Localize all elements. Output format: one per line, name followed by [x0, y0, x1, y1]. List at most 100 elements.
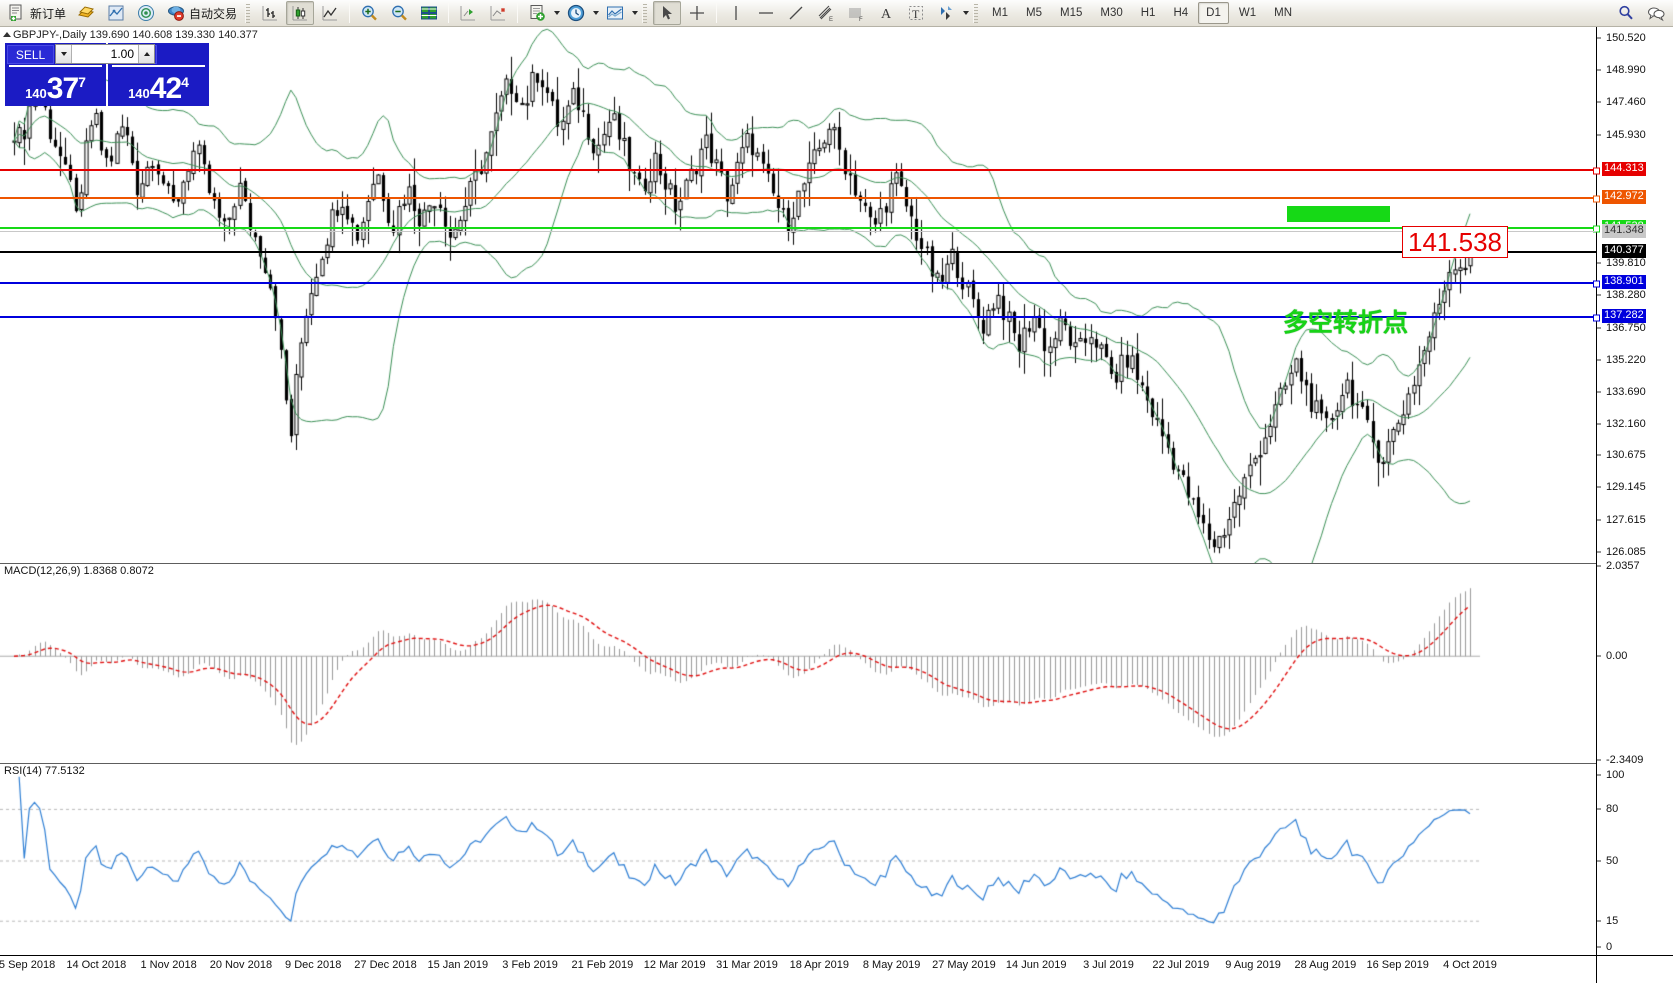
toolbar-grip[interactable] — [245, 3, 251, 23]
volume-value[interactable]: 1.00 — [110, 47, 134, 61]
collapse-triangle-icon[interactable] — [3, 32, 11, 37]
navigator-button[interactable] — [132, 1, 160, 25]
new-chart-button[interactable] — [523, 1, 551, 25]
autotrading-label: 自动交易 — [189, 6, 238, 21]
chart-shift-button[interactable] — [454, 1, 482, 25]
price-tick-mark — [1597, 519, 1601, 521]
time-tick-label: 28 Aug 2019 — [1294, 959, 1357, 971]
time-tick-label: 27 Dec 2018 — [354, 959, 417, 971]
timeframe-d1-button[interactable]: D1 — [1198, 2, 1229, 24]
price-tick-mark — [1597, 359, 1601, 361]
macd-pane[interactable]: MACD(12,26,9) 1.8368 0.8072 — [0, 563, 1596, 763]
rsi-pane[interactable]: RSI(14) 77.5132 — [0, 763, 1596, 955]
sell-price-big: 140 — [25, 86, 47, 101]
bar-chart-button[interactable] — [256, 1, 284, 25]
timeframe-mn-button[interactable]: MN — [1274, 7, 1292, 19]
price-tick-label: 129.145 — [1606, 481, 1646, 494]
time-scale[interactable]: 25 Sep 2018 14 Oct 2018 1 Nov 2018 20 Nov 2… — [0, 955, 1596, 983]
text-label-button[interactable]: T — [902, 1, 930, 25]
search-button[interactable] — [1612, 1, 1640, 25]
price-scale[interactable]: 150.520 148.990 147.460 145.930 139.810 138.2… — [1596, 27, 1673, 956]
level-line-144.313[interactable] — [0, 167, 1600, 175]
vertical-line-button[interactable] — [722, 1, 750, 25]
autotrading-button[interactable]: 自动交易 — [162, 1, 241, 25]
auto-scroll-button[interactable] — [484, 1, 512, 25]
period-button[interactable] — [562, 1, 590, 25]
horizontal-line-button[interactable] — [752, 1, 780, 25]
gold-bars-icon — [78, 6, 95, 18]
zoom-in-icon — [362, 5, 377, 21]
level-handle[interactable] — [1593, 167, 1600, 175]
timeframe-h1-button[interactable]: H1 — [1140, 7, 1156, 19]
sell-button[interactable]: SELL — [7, 45, 54, 64]
timeframe-h4-button[interactable]: H4 — [1173, 7, 1189, 19]
price-tick-mark — [1597, 69, 1601, 71]
toolbar-grip-2[interactable] — [642, 3, 648, 23]
new-chart-dropdown[interactable] — [552, 3, 561, 23]
equidistant-channel-button[interactable]: E — [812, 1, 840, 25]
rsi-label: RSI(14) 77.5132 — [4, 765, 85, 777]
market-watch-button[interactable] — [72, 1, 100, 25]
timeframe-m5-button[interactable]: M5 — [1026, 7, 1042, 19]
timeframe-m15-button[interactable]: M15 — [1060, 7, 1083, 19]
level-line-141.538[interactable] — [0, 225, 1600, 233]
level-handle[interactable] — [1593, 225, 1600, 233]
level-handle[interactable] — [1593, 195, 1600, 203]
period-dropdown[interactable] — [591, 3, 600, 23]
text-tool-button[interactable]: A — [872, 1, 900, 25]
time-tick-label: 12 Mar 2019 — [643, 959, 706, 971]
timeframe-m1-button[interactable]: M1 — [992, 7, 1009, 19]
level-handle[interactable] — [1593, 280, 1600, 288]
price-tick-label: 145.930 — [1606, 128, 1646, 141]
arrows-dropdown[interactable] — [961, 3, 970, 23]
price-tag-137.282: 137.282 — [1602, 309, 1646, 324]
zoom-out-button[interactable] — [385, 1, 413, 25]
price-tick-label: 130.675 — [1606, 449, 1646, 462]
timeframe-group: M1 M5 M15 M30 H1 H4 D1 W1 MN — [983, 2, 1301, 24]
arrows-button[interactable] — [932, 1, 960, 25]
timeframe-m30-button[interactable]: M30 — [1100, 7, 1123, 19]
level-line-137.282[interactable] — [0, 314, 1600, 322]
price-tick-mark — [1597, 327, 1601, 329]
highlight-rectangle[interactable] — [1287, 206, 1390, 222]
price-callout-label[interactable]: 141.538 — [1402, 226, 1508, 258]
sell-side[interactable]: SELL 140 37 7 — [5, 43, 106, 106]
level-line-140.377[interactable] — [0, 251, 1596, 254]
macd-tick-label: 0.00 — [1606, 650, 1628, 663]
chart-text-note[interactable]: 多空转折点 — [1283, 308, 1409, 337]
chart-container[interactable]: MACD(12,26,9) 1.8368 0.8072 RSI(14) 77.5… — [0, 27, 1673, 983]
time-tick-label: 25 Sep 2018 — [0, 959, 56, 971]
volume-increase-button[interactable] — [138, 45, 154, 63]
toolbar-separator-4 — [716, 3, 718, 23]
templates-button[interactable] — [601, 1, 629, 25]
templates-dropdown[interactable] — [630, 3, 639, 23]
price-tick-mark — [1597, 294, 1601, 296]
toolbar-grip-3[interactable] — [973, 3, 979, 23]
level-handle[interactable] — [1593, 314, 1600, 322]
candlestick-chart-button[interactable] — [286, 1, 315, 25]
trend-line-button[interactable] — [782, 1, 810, 25]
new-order-button[interactable]: 新订单 — [3, 1, 70, 25]
tile-windows-button[interactable] — [415, 1, 443, 25]
price-tick-mark — [1597, 423, 1601, 425]
time-tick-label: 3 Feb 2019 — [502, 959, 558, 971]
crosshair-tool-button[interactable] — [683, 1, 711, 25]
volume-stepper[interactable]: 1.00 — [55, 44, 155, 64]
level-line-142.972[interactable] — [0, 195, 1600, 203]
data-window-button[interactable] — [102, 1, 130, 25]
macd-tick-mark — [1597, 655, 1601, 657]
new-chart-icon — [530, 5, 545, 21]
price-pane[interactable] — [0, 27, 1596, 563]
sell-price-sup: 7 — [78, 74, 86, 90]
cursor-tool-button[interactable] — [653, 1, 682, 25]
time-tick-label: 8 May 2019 — [862, 959, 921, 971]
level-line-138.901[interactable] — [0, 280, 1600, 288]
volume-decrease-button[interactable] — [56, 45, 72, 63]
level-line-141.348[interactable] — [0, 230, 1596, 232]
zoom-in-button[interactable] — [355, 1, 383, 25]
fibonacci-button[interactable]: F — [842, 1, 870, 25]
line-chart-button[interactable] — [316, 1, 344, 25]
chat-button[interactable] — [1642, 1, 1670, 25]
timeframe-w1-button[interactable]: W1 — [1238, 7, 1257, 19]
